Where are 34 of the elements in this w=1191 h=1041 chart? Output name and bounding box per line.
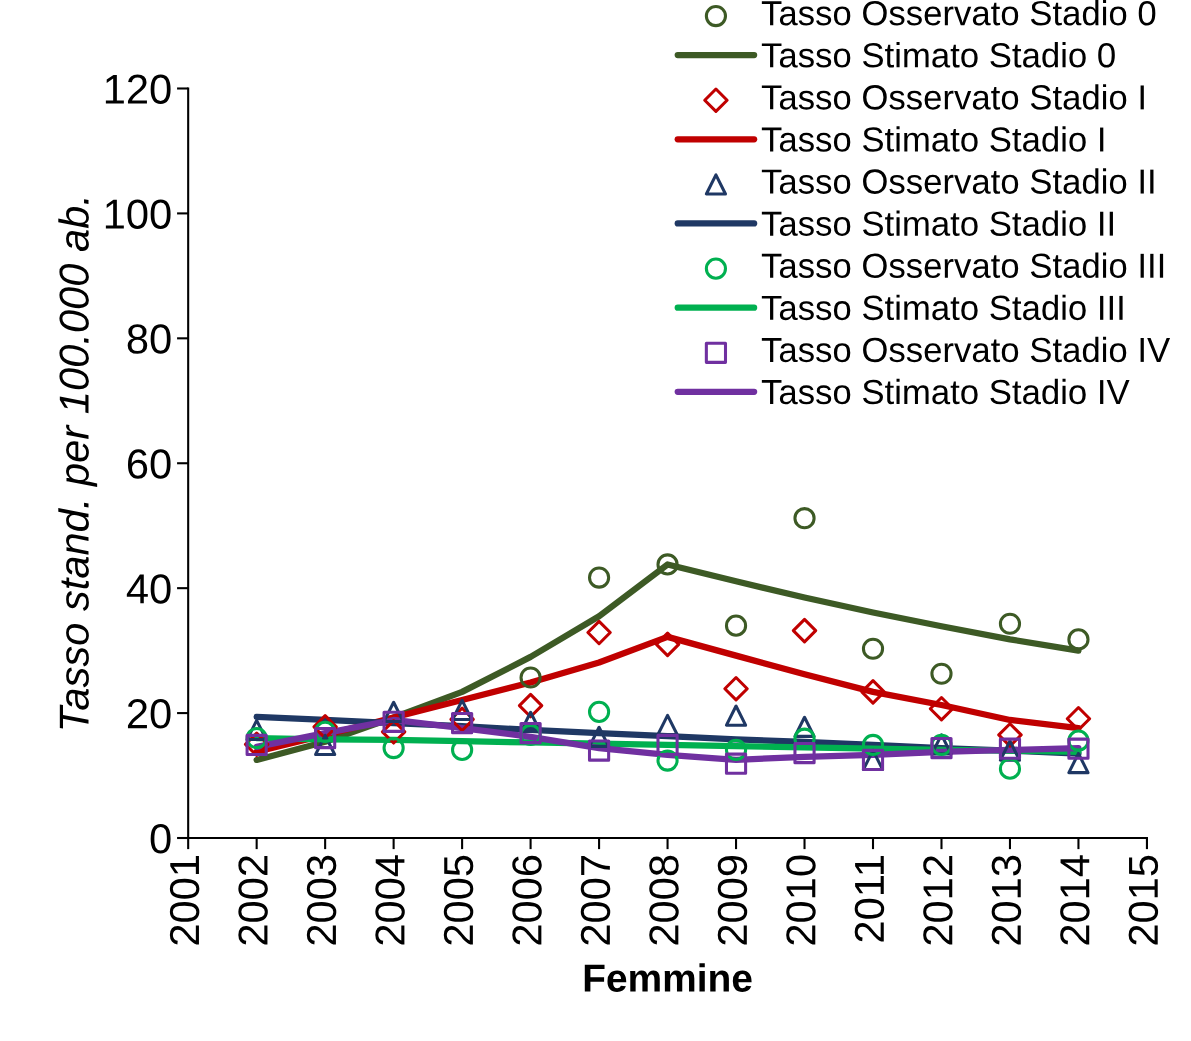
legend-label: Tasso Osservato Stadio II <box>761 168 1154 194</box>
y-tick-label: 80 <box>127 324 171 354</box>
y-tick-label: 100 <box>105 199 171 229</box>
y-tick-label: 120 <box>105 74 171 104</box>
legend-label: Tasso Stimato Stadio III <box>761 294 1123 321</box>
legend-label: Tasso Stimato Stadio IV <box>761 378 1130 405</box>
x-tick-label: 2006 <box>512 855 542 945</box>
legend-label: Tasso Osservato Stadio 0 <box>761 0 1156 26</box>
legend-label: Tasso Osservato Stadio IV <box>761 336 1171 363</box>
y-axis-title: Tasso stand. per 100.000 ab. <box>58 199 98 729</box>
x-tick-label: 2012 <box>923 856 953 945</box>
legend-label: Tasso Osservato Stadio III <box>761 252 1164 279</box>
x-tick-label: 2011 <box>854 856 885 942</box>
x-tick-label: 2004 <box>375 855 405 945</box>
x-axis-title: Femmine <box>584 963 752 992</box>
x-tick-label: 2014 <box>1060 855 1090 945</box>
y-tick-label: 60 <box>127 449 171 479</box>
x-tick-label: 2007 <box>580 856 611 945</box>
x-tick-label: 2002 <box>238 856 268 945</box>
legend-label: Tasso Stimato Stadio 0 <box>761 42 1115 68</box>
x-tick-label: 2005 <box>443 855 474 945</box>
x-tick-label: 2003 <box>306 855 337 945</box>
x-tick-label: 2009 <box>717 855 748 945</box>
x-tick-label: 2010 <box>786 855 816 945</box>
y-tick-label: 0 <box>150 824 171 854</box>
y-tick-label: 20 <box>127 699 171 729</box>
legend-label: Tasso Stimato Stadio I <box>761 126 1104 152</box>
y-tick-label: 40 <box>126 574 171 604</box>
x-tick-label: 2001 <box>169 856 200 945</box>
x-tick-label: 2008 <box>649 855 679 945</box>
x-tick-label: 2015 <box>1128 855 1159 945</box>
legend-label: Tasso Stimato Stadio II <box>761 210 1113 236</box>
legend-label: Tasso Osservato Stadio I <box>761 84 1144 110</box>
x-tick-label: 2013 <box>991 855 1022 945</box>
